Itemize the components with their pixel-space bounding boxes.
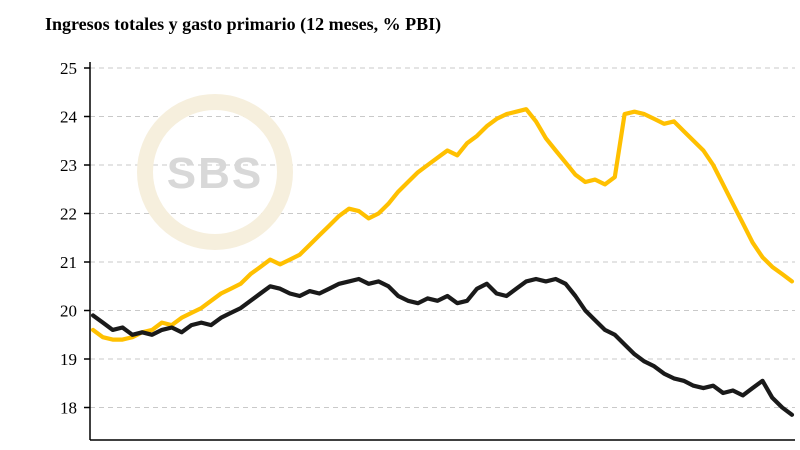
y-tick-label: 25 bbox=[60, 59, 77, 78]
y-tick-label: 24 bbox=[60, 108, 78, 127]
y-tick-label: 22 bbox=[60, 205, 77, 224]
series-serie-negra bbox=[90, 276, 795, 417]
y-tick-label: 20 bbox=[60, 302, 77, 321]
y-tick-label: 18 bbox=[60, 399, 77, 418]
y-tick-label: 21 bbox=[60, 253, 77, 272]
series-serie-amarilla bbox=[90, 107, 795, 342]
y-tick-label: 19 bbox=[60, 350, 77, 369]
watermark-ring bbox=[137, 94, 293, 250]
watermark-text: SBS bbox=[167, 149, 263, 198]
chart-title: Ingresos totales y gasto primario (12 me… bbox=[45, 14, 442, 34]
y-tick-label: 23 bbox=[60, 156, 77, 175]
